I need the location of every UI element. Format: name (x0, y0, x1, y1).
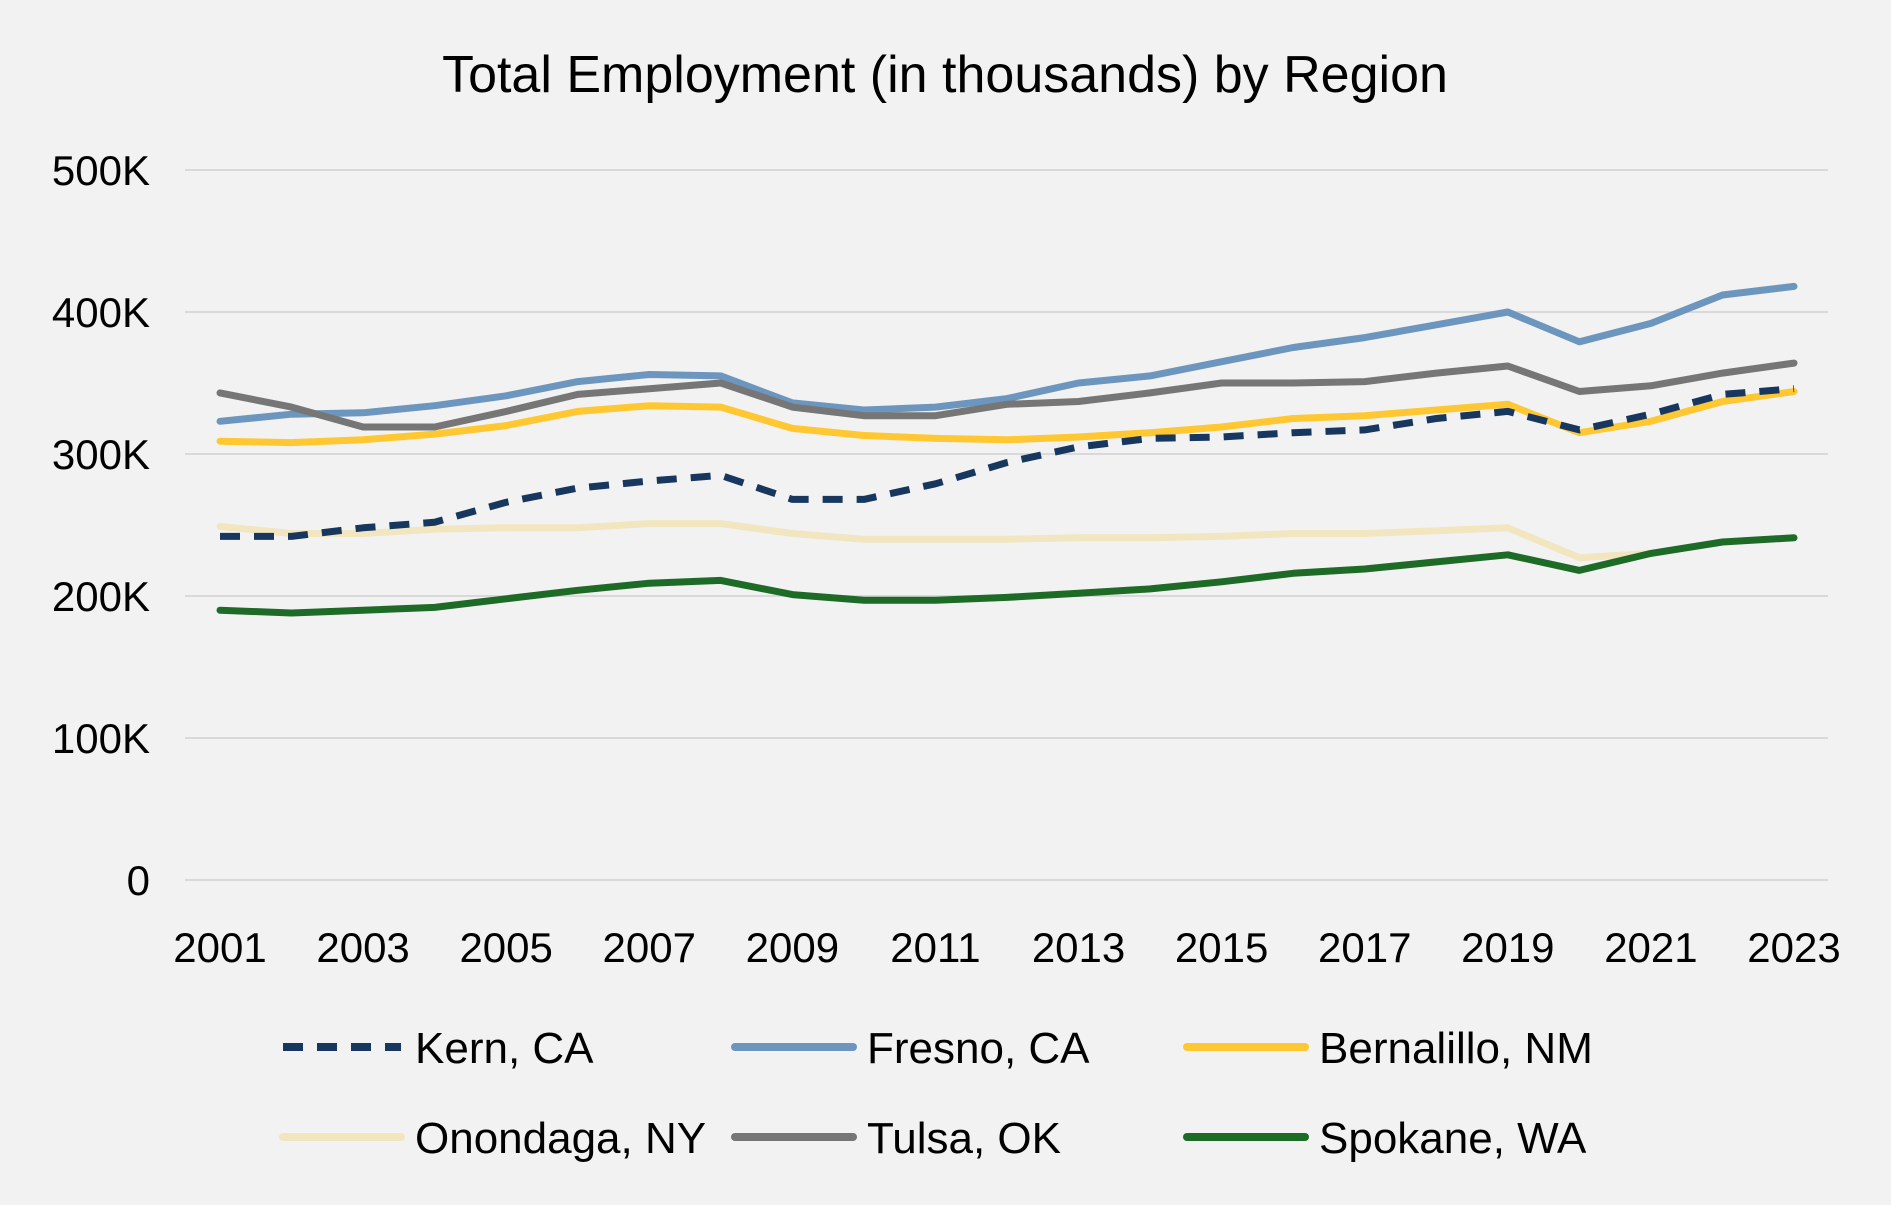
x-tick-label: 2013 (1032, 924, 1125, 971)
series-line-fresno-ca (216, 282, 1798, 425)
chart-title: Total Employment (in thousands) by Regio… (442, 46, 1448, 104)
legend-label: Fresno, CA (867, 1024, 1090, 1073)
x-tick-label: 2017 (1318, 924, 1411, 971)
y-tick-label: 300K (52, 431, 150, 478)
legend-label: Onondaga, NY (415, 1114, 706, 1163)
legend-label: Kern, CA (415, 1024, 594, 1073)
x-tick-label: 2021 (1604, 924, 1697, 971)
series-line-kern-ca (220, 385, 1795, 540)
y-tick-label: 0 (127, 857, 150, 904)
x-tick-label: 2003 (316, 924, 409, 971)
x-axis: 2001 2003 2005 2007 2009 2011 2013 2015 2017 2019… (173, 924, 1840, 971)
series-line-onondaga-ny (216, 520, 1655, 562)
x-tick-label: 2011 (890, 924, 980, 971)
legend: Kern, CA Fresno, CA Bernalillo, NM Onondaga… (279, 1024, 1593, 1163)
series-line-spokane-wa (216, 534, 1798, 617)
y-axis: 0 100K 200K 300K 400K 500K (52, 147, 150, 904)
legend-item-onondaga-ny: Onondaga, NY (279, 1114, 706, 1163)
legend-item-tulsa-ok: Tulsa, OK (731, 1114, 1061, 1163)
legend-item-spokane-wa: Spokane, WA (1183, 1114, 1587, 1163)
legend-item-kern-ca: Kern, CA (283, 1024, 594, 1073)
y-tick-label: 200K (52, 573, 150, 620)
y-tick-label: 100K (52, 715, 150, 762)
legend-label: Spokane, WA (1319, 1114, 1587, 1163)
x-tick-label: 2023 (1747, 924, 1840, 971)
y-tick-label: 400K (52, 289, 150, 336)
legend-item-fresno-ca: Fresno, CA (731, 1024, 1090, 1073)
legend-label: Bernalillo, NM (1319, 1024, 1593, 1073)
x-tick-label: 2009 (746, 924, 839, 971)
series-line-bernalillo-nm (216, 388, 1798, 447)
series-lines (216, 282, 1798, 617)
y-tick-label: 500K (52, 147, 150, 194)
legend-label: Tulsa, OK (867, 1114, 1061, 1163)
x-tick-label: 2019 (1461, 924, 1554, 971)
x-tick-label: 2007 (603, 924, 696, 971)
x-tick-label: 2005 (459, 924, 552, 971)
x-tick-label: 2015 (1175, 924, 1268, 971)
legend-item-bernalillo-nm: Bernalillo, NM (1183, 1024, 1593, 1073)
series-line-tulsa-ok (216, 359, 1798, 431)
x-tick-label: 2001 (173, 924, 266, 971)
